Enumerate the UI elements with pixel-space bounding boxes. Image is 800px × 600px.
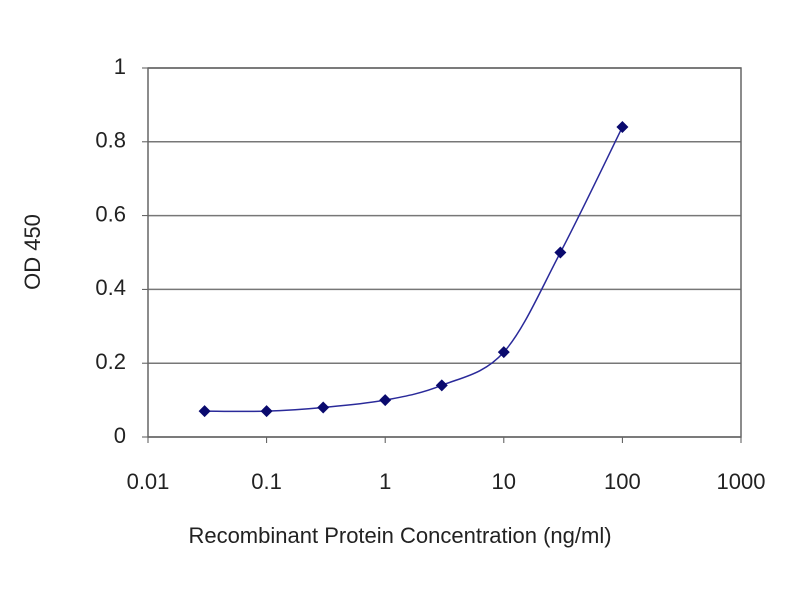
data-point: [317, 401, 330, 414]
x-tick-label: 0.01: [127, 469, 170, 494]
data-point: [260, 405, 273, 418]
data-point: [497, 346, 510, 359]
y-tick-label: 0: [114, 423, 126, 448]
plot-border: [147, 67, 742, 438]
x-tick-label: 10: [492, 469, 516, 494]
y-tick-label: 1: [114, 54, 126, 79]
data-point: [554, 246, 567, 259]
y-tick-label: 0.8: [95, 128, 126, 153]
x-tick-label: 1000: [717, 469, 766, 494]
x-tick-label: 1: [379, 469, 391, 494]
data-point: [198, 405, 211, 418]
data-line: [204, 126, 624, 413]
y-tick-label: 0.6: [95, 201, 126, 226]
data-point: [435, 379, 448, 392]
x-tick-label: 0.1: [251, 469, 282, 494]
x-tick-label: 100: [604, 469, 641, 494]
y-axis-label: OD 450: [20, 214, 45, 290]
y-tick-label: 0.2: [95, 349, 126, 374]
y-tick-label: 0.4: [95, 275, 126, 300]
data-point: [616, 121, 629, 134]
x-axis-label: Recombinant Protein Concentration (ng/ml…: [188, 523, 611, 548]
data-point: [379, 394, 392, 407]
